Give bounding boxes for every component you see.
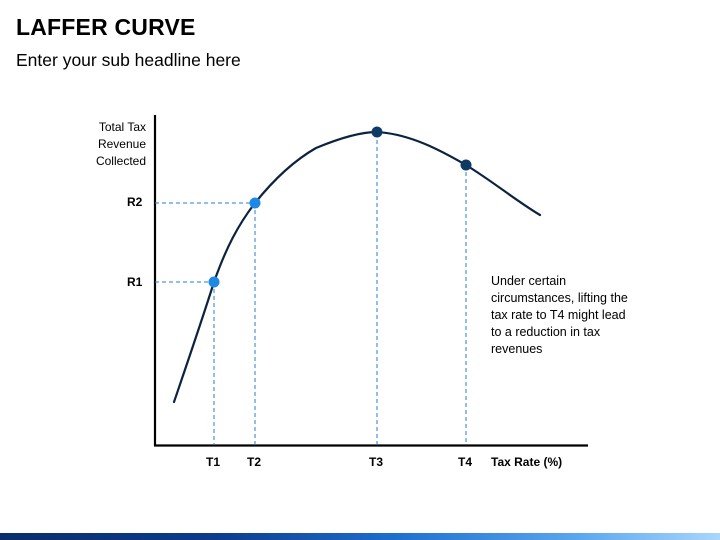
point-t4 <box>460 159 472 171</box>
y-tick-r1: R1 <box>127 275 143 289</box>
x-tick-t1: T1 <box>206 455 221 469</box>
x-tick-t3: T3 <box>369 455 384 469</box>
slide-title: LAFFER CURVE <box>16 14 196 40</box>
y-axis-label-text: Total Tax Revenue Collected <box>95 120 146 168</box>
point-t2-r2 <box>249 197 261 209</box>
x-tick-t4: T4 <box>458 455 473 469</box>
y-axis-label: Total Tax Revenue Collected <box>80 119 146 170</box>
x-tick-t2: T2 <box>247 455 262 469</box>
annotation-text: Under certain circumstances, lifting the… <box>491 274 628 356</box>
x-axis-label: Tax Rate (%) <box>491 455 563 469</box>
guide-lines <box>155 133 467 445</box>
y-tick-r2: R2 <box>127 195 143 209</box>
slide-subtitle: Enter your sub headline here <box>16 50 241 70</box>
footer-gradient-bar <box>0 533 720 540</box>
laffer-curve-line <box>172 130 542 404</box>
point-t1-r1 <box>208 276 220 288</box>
point-t3-peak <box>371 126 383 138</box>
